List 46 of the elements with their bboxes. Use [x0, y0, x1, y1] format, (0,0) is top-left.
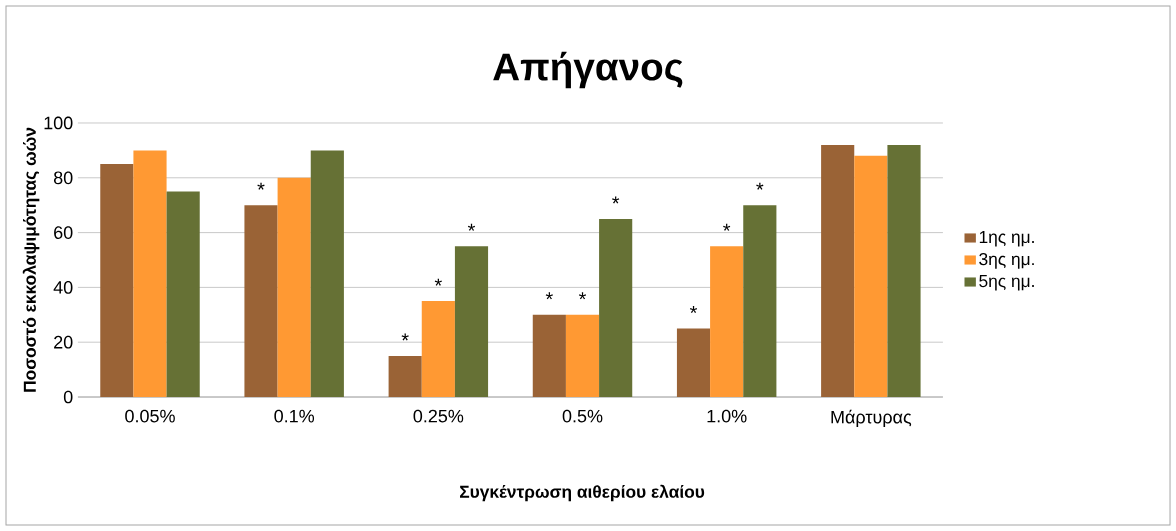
bar	[244, 205, 278, 397]
data-label: *	[689, 306, 698, 314]
x-tick-label: 0.1%	[274, 409, 315, 423]
bar	[821, 144, 855, 397]
bar	[532, 314, 566, 397]
legend-label: 5ης ημ.	[979, 275, 1034, 291]
bar	[100, 164, 134, 397]
legend-label: 1ης ημ.	[979, 231, 1034, 247]
y-tick-label: 40	[53, 281, 73, 294]
data-label: *	[756, 182, 764, 190]
y-tick-label: 80	[53, 171, 73, 185]
bar	[421, 301, 455, 397]
legend-label: 3ης ημ.	[979, 252, 1034, 269]
bar	[710, 246, 744, 397]
bar	[277, 177, 311, 397]
y-tick-label: 60	[54, 226, 73, 239]
y-tick-label: 0	[63, 390, 73, 404]
data-label: *	[578, 292, 587, 300]
x-tick-label: 0.05%	[125, 409, 175, 423]
x-tick-label: 1.0%	[707, 409, 747, 423]
bar	[454, 246, 489, 397]
bar	[310, 150, 344, 397]
x-axis-title: Συγκέντρωση αιθερίου ελαίου	[460, 484, 705, 502]
data-label: *	[401, 333, 409, 341]
data-label: *	[434, 278, 442, 286]
y-tick-label: 20	[54, 335, 73, 349]
data-label: *	[545, 292, 553, 300]
bar	[133, 150, 167, 397]
data-label: *	[612, 196, 620, 204]
bar	[887, 144, 921, 397]
y-tick-label: 100	[44, 116, 73, 130]
data-label: *	[467, 223, 476, 231]
bar	[854, 155, 888, 397]
bar	[743, 205, 777, 397]
x-tick-label: Μάρτυρας	[831, 409, 912, 428]
data-label: *	[257, 182, 265, 190]
bar	[676, 328, 711, 397]
chart-title: Απήγανος	[493, 51, 683, 89]
x-tick-label: 0.5%	[562, 409, 603, 423]
bar	[388, 355, 422, 397]
x-tick-label: 0.25%	[413, 409, 464, 423]
data-label: *	[723, 223, 731, 231]
bar	[565, 314, 600, 397]
y-axis-title: Ποσοστό εκκολαψιμότητας ωών	[22, 127, 40, 392]
bar	[166, 191, 200, 397]
bar	[599, 218, 633, 397]
